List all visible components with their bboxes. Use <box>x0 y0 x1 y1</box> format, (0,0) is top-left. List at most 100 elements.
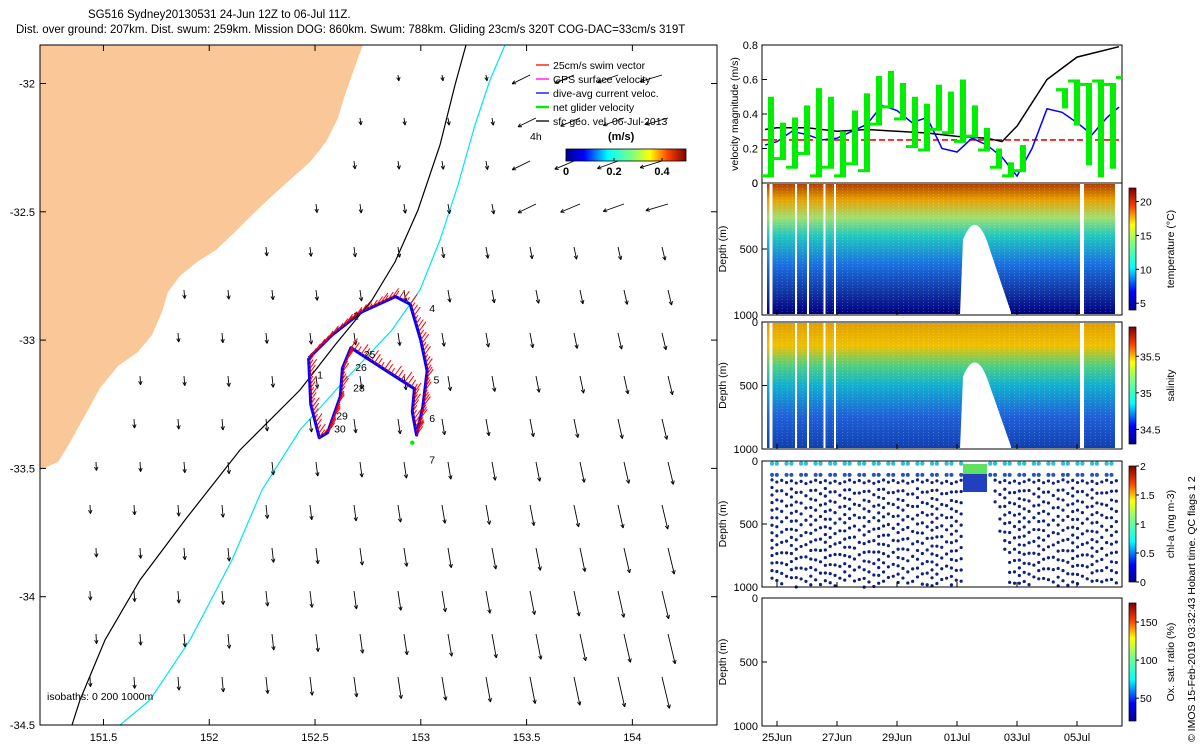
chl-sample-dot <box>838 552 842 557</box>
chl-sample-dot <box>838 564 842 568</box>
sfc-velocity-arrowhead <box>352 253 358 258</box>
chl-surface-dot <box>784 461 789 466</box>
chl-sample-dot <box>1061 528 1065 532</box>
sfc-velocity-arrow <box>359 289 362 302</box>
chl-sample-dot <box>770 569 774 573</box>
chl-sample-dot <box>896 514 900 518</box>
sfc-velocity-arrowhead <box>182 381 187 386</box>
chl-sample-dot <box>930 560 934 564</box>
chl-sample-dot <box>1032 551 1036 555</box>
chl-surface-dot <box>769 461 775 466</box>
chl-sample-dot <box>833 542 837 546</box>
chl-sample-dot <box>789 479 794 483</box>
chl-sample-dot <box>809 548 813 553</box>
chl-sample-dot <box>1008 530 1012 535</box>
sfc-velocity-arrowhead <box>226 295 231 300</box>
chl-sample-dot <box>886 554 891 558</box>
map-yticks: -32 -32.5 -33 -33.5 -34 -34.5 <box>10 78 717 732</box>
chl-sample-dot <box>940 524 944 528</box>
chl-sample-dot <box>945 479 949 484</box>
section-colorbar-label: chl-a (mg m-3) <box>1165 490 1177 558</box>
track-day-label: 30 <box>334 423 346 435</box>
chl-sample-dot <box>1051 580 1055 584</box>
section-panel-2: 0 500 1000 Depth (m) 5 10 15 20 temperature (°C) <box>717 178 1177 322</box>
chl-sample-dot <box>1066 503 1070 507</box>
sfc-velocity-arrow <box>309 332 312 345</box>
chl-sample-dot <box>1066 480 1070 484</box>
net-velocity-bar <box>984 127 990 152</box>
sfc-velocity-arrowhead <box>359 385 364 390</box>
chl-sample-dot <box>930 488 934 493</box>
sfc-velocity-arrowhead <box>490 121 495 126</box>
chl-sample-dot <box>1109 542 1114 546</box>
chl-sample-dot <box>925 525 929 529</box>
chl-sample-dot <box>789 576 794 580</box>
chl-sample-dot <box>1032 516 1036 520</box>
chl-sample-dot <box>1071 533 1075 537</box>
chl-sample-dot <box>1012 581 1017 585</box>
chl-sample-dot <box>940 535 944 539</box>
chl-sample-dot <box>891 538 895 542</box>
chl-sample-dot <box>1027 572 1031 576</box>
sfc-velocity-arrowhead <box>441 253 446 259</box>
sfc-velocity-arrow <box>617 590 625 618</box>
velocity-ylabel: velocity magnitude (m/s) <box>729 57 741 171</box>
chl-sample-dot <box>809 506 813 510</box>
sfc-velocity-arrow <box>315 461 319 477</box>
sfc-velocity-arrowhead <box>530 343 535 349</box>
chl-sample-dot <box>1080 532 1084 536</box>
swim-vector <box>341 318 349 328</box>
net-velocity-bar <box>882 105 888 109</box>
swim-vector <box>309 375 317 386</box>
chl-sample-dot <box>930 512 934 516</box>
chl-sample-dot <box>1114 571 1118 575</box>
chl-sample-dot <box>930 536 934 540</box>
sfc-velocity-arrowhead <box>94 466 99 471</box>
chl-sample-dot <box>843 480 847 484</box>
section-colorbar-label: temperature (°C) <box>1165 210 1177 288</box>
sfc-velocity-arrowhead <box>397 341 402 346</box>
chl-sample-dot <box>1075 536 1080 540</box>
sfc-velocity-arrow <box>183 289 186 299</box>
colorbar-units: (m/s) <box>608 131 635 143</box>
sfc-velocity-arrowhead <box>182 555 187 561</box>
sfc-velocity-arrow <box>441 676 447 701</box>
chl-sample-dot <box>1061 478 1065 482</box>
sfc-velocity-arrow <box>403 117 406 126</box>
chl-sample-dot <box>1017 481 1021 485</box>
sfc-velocity-arrowhead <box>620 523 625 529</box>
chl-sample-dot <box>940 545 944 549</box>
sfc-velocity-arrow <box>617 332 623 350</box>
chl-sample-dot <box>925 501 929 506</box>
chl-sample-dot <box>925 559 929 564</box>
chl-sample-dot <box>804 579 808 583</box>
sfc-velocity-arrow <box>447 117 450 126</box>
chl-sample-dot <box>852 524 857 528</box>
sfc-velocity-arrow <box>315 547 319 564</box>
chl-sample-dot <box>1066 537 1070 541</box>
sfc-velocity-arrowhead <box>529 254 534 260</box>
chl-sample-dot <box>799 544 803 549</box>
chl-subsurface-dot <box>930 472 935 477</box>
chl-sample-dot <box>1066 583 1070 587</box>
sfc-velocity-arrow <box>573 332 578 349</box>
chl-sample-dot <box>930 568 934 572</box>
sfc-velocity-arrow <box>265 332 268 344</box>
swim-vector <box>351 311 358 320</box>
chl-sample-dot <box>828 553 832 558</box>
sfc-velocity-arrow <box>315 633 319 652</box>
chl-sample-dot <box>1003 487 1007 491</box>
section-panel-3: 0 500 1000 Depth (m) 34.5 35 35.5 salinity <box>717 317 1177 456</box>
net-velocity-bar <box>1116 76 1122 80</box>
sfc-velocity-arrowhead <box>360 649 365 654</box>
swim-vector <box>360 344 369 355</box>
section-background <box>762 598 1122 726</box>
legend-swim-vector: 25cm/s swim vector <box>553 60 646 72</box>
sfc-velocity-arrow <box>353 676 358 698</box>
chl-subsurface-dot <box>949 472 954 477</box>
sfc-velocity-arrowhead <box>358 297 364 302</box>
chl-sample-dot <box>794 575 798 580</box>
section-data-gap <box>834 183 836 315</box>
sfc-velocity-arrowhead <box>619 434 624 439</box>
